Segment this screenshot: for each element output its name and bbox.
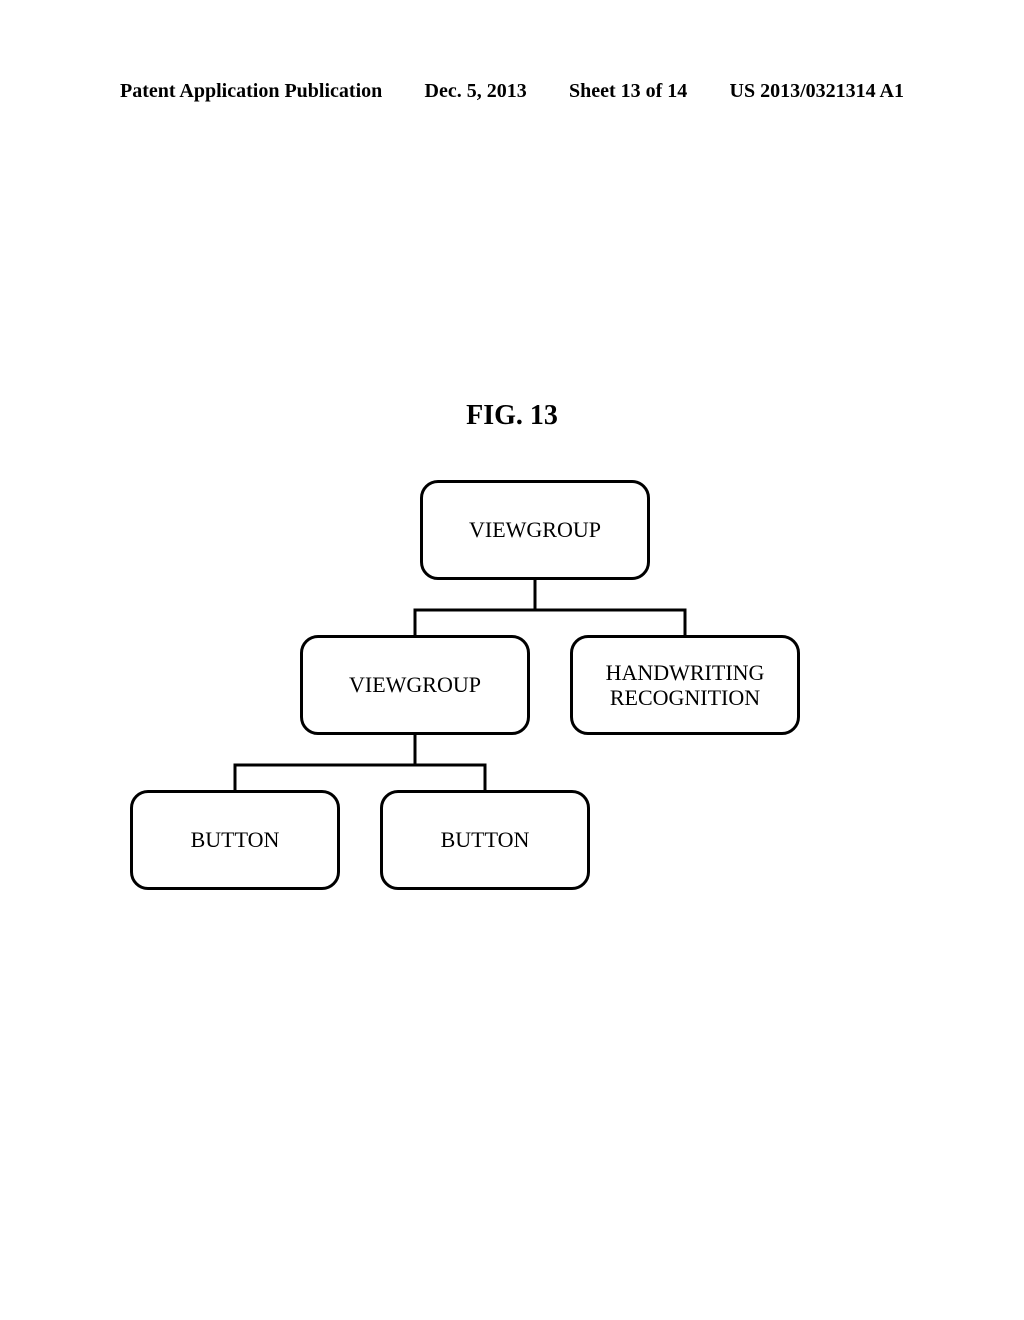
tree-node-right1: HANDWRITINGRECOGNITION [570, 635, 800, 735]
figure-title: FIG. 13 [0, 400, 1024, 432]
header-sheet: Sheet 13 of 14 [569, 80, 687, 103]
page-header: Patent Application Publication Dec. 5, 2… [0, 80, 1024, 103]
tree-diagram: VIEWGROUP VIEWGROUP HANDWRITINGRECOGNITION… [0, 470, 1024, 900]
header-left: Patent Application Publication [120, 80, 382, 103]
header-pubnum: US 2013/0321314 A1 [730, 80, 904, 103]
tree-node-btnL: BUTTON [130, 790, 340, 890]
patent-page: Patent Application Publication Dec. 5, 2… [0, 0, 1024, 1320]
tree-node-btnR: BUTTON [380, 790, 590, 890]
tree-node-root: VIEWGROUP [420, 480, 650, 580]
header-date: Dec. 5, 2013 [425, 80, 527, 103]
tree-node-left1: VIEWGROUP [300, 635, 530, 735]
